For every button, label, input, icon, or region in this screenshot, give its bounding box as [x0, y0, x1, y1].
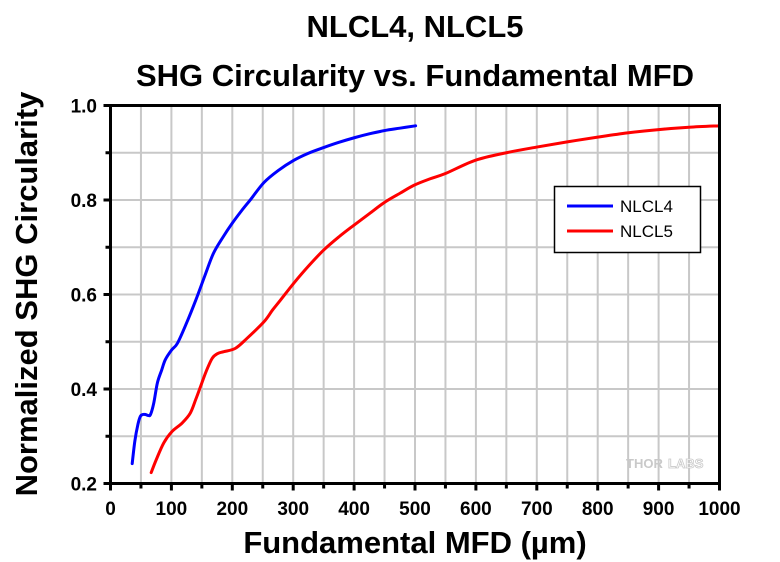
x-tick-label: 800 [582, 499, 614, 520]
x-tick-label: 700 [521, 499, 553, 520]
watermark-labs: LABS [668, 456, 704, 471]
x-tick-label: 1000 [698, 499, 740, 520]
grid [110, 105, 720, 484]
x-tick-label: 200 [216, 499, 248, 520]
legend: NLCL4 NLCL5 [553, 185, 702, 254]
y-tick-label: 0.2 [71, 475, 97, 496]
legend-label-nlcl4: NLCL4 [620, 197, 673, 216]
watermark-thor: THOR [626, 456, 663, 471]
y-tick-label: 1.0 [71, 97, 97, 118]
axis-ticks [103, 104, 721, 491]
tick-labels: 0 100 200 300 400 500 600 700 800 900 1000 0.2 0.4 0.… [71, 97, 741, 521]
x-tick-label: 900 [643, 499, 675, 520]
thorlabs-watermark: THOR LABS [626, 456, 704, 472]
y-tick-label: 0.8 [71, 191, 97, 212]
x-tick-label: 500 [399, 499, 431, 520]
y-tick-label: 0.4 [71, 380, 98, 401]
series-layer [130, 124, 721, 475]
x-tick-label: 400 [338, 499, 370, 520]
chart-title: NLCL4, NLCL5 [307, 9, 524, 44]
x-axis-label: Fundamental MFD (µm) [243, 525, 586, 560]
series-line-nlcl4 [130, 124, 418, 466]
x-tick-label: 300 [277, 499, 309, 520]
chart-subtitle: SHG Circularity vs. Fundamental MFD [136, 58, 694, 93]
x-tick-label: 600 [460, 499, 492, 520]
y-axis-label: Normalized SHG Circularity [9, 91, 44, 497]
series-line-nlcl5 [149, 124, 721, 475]
x-tick-label: 0 [105, 499, 116, 520]
legend-label-nlcl5: NLCL5 [620, 222, 673, 241]
y-tick-label: 0.6 [71, 286, 97, 307]
legend-box [553, 185, 702, 254]
x-tick-label: 100 [156, 499, 188, 520]
